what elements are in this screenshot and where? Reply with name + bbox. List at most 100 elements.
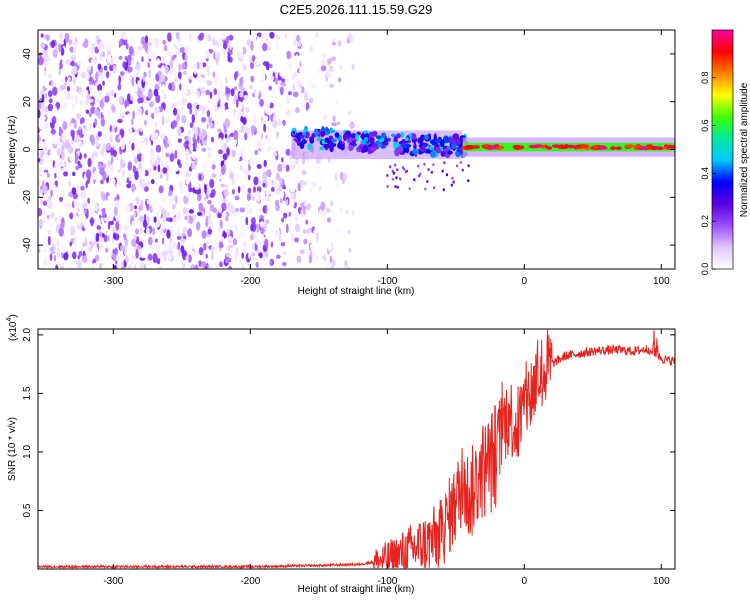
spectrogram-cell [81, 255, 88, 263]
spectrogram-cell [143, 169, 146, 176]
spectrogram-cell [254, 133, 260, 138]
spectrogram-cell [68, 39, 73, 45]
spectrogram-cell [184, 45, 189, 55]
spectrogram-cell [262, 182, 266, 188]
spectrogram-cell [77, 183, 80, 191]
spectrogram-cell [168, 68, 175, 75]
spectrogram-cell [188, 254, 192, 263]
snr-plot-area [38, 329, 675, 569]
spectrogram-cell [200, 105, 207, 115]
spectrogram-cell [302, 229, 307, 234]
spectrogram-cell [292, 31, 296, 41]
spectrogram-cell [138, 249, 142, 254]
spectrogram-cell [255, 261, 259, 268]
spectrogram-cell [148, 171, 151, 177]
spectrogram-cell [320, 65, 327, 72]
spectrogram-cell [39, 167, 43, 175]
spectrogram-cell [430, 151, 437, 158]
spectrogram-cell [236, 99, 239, 108]
spectrogram-cell [158, 185, 164, 194]
spectrogram-cell [214, 168, 220, 174]
spectrogram-cell [97, 178, 101, 187]
spectrogram-cell [311, 37, 315, 42]
spectrogram-cell [235, 174, 241, 182]
spectrogram-cell [257, 150, 261, 157]
spectrogram-cell [112, 65, 117, 74]
spectrogram-cell [43, 155, 47, 162]
spectrogram-cell [269, 31, 275, 39]
spectrogram-cell [334, 132, 340, 138]
spectrogram-cell [254, 232, 259, 239]
spectrogram-cell [196, 90, 200, 100]
snr-x-axis: -300 -200 -100 0 100 [103, 329, 670, 587]
spectrogram-cell [181, 98, 187, 105]
spectrogram-cell [212, 207, 217, 214]
spectrogram-cell [292, 130, 296, 135]
spectrogram-cell [278, 108, 284, 118]
spectrogram-cell [207, 97, 212, 104]
spectrogram-cell [76, 129, 82, 136]
spectrogram-cell [44, 257, 49, 266]
spectrogram-cell [345, 209, 349, 215]
spectrogram-cell [292, 84, 295, 91]
spectrogram-cell [95, 71, 99, 81]
spectrogram-cell [222, 197, 226, 202]
spectrogram-cell [119, 113, 126, 119]
spectrogram-cell [126, 113, 132, 119]
spectrogram-cell [225, 109, 230, 116]
spectrogram-cell [168, 106, 174, 112]
spectrogram-cell [138, 215, 144, 223]
spectrogram-cell [155, 144, 162, 153]
spectrogram-cell [92, 151, 98, 159]
spectrogram-cell [138, 137, 145, 142]
spectrogram-cell [270, 75, 275, 81]
spectrogram-cell [263, 123, 267, 133]
spectrogram-cell [209, 122, 214, 129]
spectrogram-cell [63, 171, 68, 177]
spectrogram-cell [331, 138, 337, 143]
spectrogram-cell [324, 137, 330, 143]
spectrogram-cell [391, 177, 395, 181]
spectrogram-cell [221, 32, 226, 40]
spectrogram-cell [95, 109, 99, 116]
spectrogram-cell [310, 53, 314, 60]
spectrogram-cell [161, 83, 165, 91]
spectrogram-cell [168, 74, 172, 80]
spectrogram-cell [296, 255, 302, 263]
spectrogram-cell [71, 94, 75, 101]
spectrogram-cell [116, 126, 120, 133]
spectrogram-title: C2E5.2026.111.15.59.G29 [280, 2, 433, 17]
spectrogram-cell [240, 44, 244, 54]
spectrogram-cell [225, 137, 230, 143]
spectrogram-cell [286, 223, 289, 234]
spectrogram-cell [294, 237, 300, 243]
spectrogram-cell [280, 242, 286, 247]
spectrogram-cell [74, 153, 79, 161]
spectrogram-cell [234, 111, 239, 117]
spectrogram-cell [103, 95, 110, 103]
spectrogram-cell [334, 173, 338, 182]
spectrogram-cell [160, 227, 164, 235]
spectrogram-cell [264, 105, 268, 115]
spectrogram-cell [264, 81, 270, 90]
spectrogram-cell [111, 183, 115, 188]
spectrogram-cell [272, 120, 278, 128]
spectrogram-cell [89, 84, 94, 93]
spectrogram-cell [107, 159, 112, 165]
spectrogram-cell [262, 191, 266, 200]
spectrogram-cell [149, 117, 154, 125]
spectrogram-cell [130, 95, 134, 101]
spectrogram-cell [49, 149, 53, 157]
snr-series-line [38, 329, 675, 569]
spectrogram-cell [306, 203, 312, 211]
spectrogram-cell [135, 86, 138, 95]
spectrogram-cell [185, 109, 191, 118]
spectrogram-cell [339, 171, 344, 181]
spectrogram-cell [226, 147, 230, 156]
spectrogram-cell [109, 215, 114, 222]
spectrogram-cell [76, 224, 82, 231]
spectrogram-cell [276, 131, 280, 138]
spectrogram-cell [467, 179, 470, 183]
spectrogram-cell [245, 127, 250, 135]
spectrogram-cell [98, 40, 105, 49]
